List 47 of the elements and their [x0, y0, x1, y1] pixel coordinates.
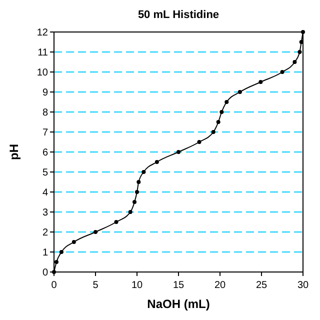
y-tick-label: 12	[36, 28, 48, 38]
point	[238, 90, 242, 94]
point	[301, 30, 305, 34]
point	[216, 120, 220, 124]
y-tick-label: 5	[42, 168, 48, 178]
point	[59, 250, 64, 254]
y-tick-label: 6	[42, 148, 48, 158]
point	[224, 100, 229, 104]
point	[211, 130, 216, 134]
y-tick-label: 4	[42, 188, 48, 198]
x-tick-label: 30	[297, 280, 309, 291]
x-tick-label: 10	[131, 280, 143, 291]
y-tick-label: 2	[42, 228, 48, 238]
point	[54, 260, 58, 264]
x-axis-title: NaOH (mL)	[147, 297, 210, 311]
point	[136, 180, 141, 184]
x-tick-label: 20	[214, 280, 226, 291]
point	[142, 170, 146, 174]
point	[114, 220, 118, 224]
point	[154, 160, 159, 164]
point	[128, 210, 132, 214]
point	[132, 200, 137, 204]
y-tick-label: 0	[42, 268, 48, 278]
point	[72, 240, 76, 244]
y-tick-label: 3	[42, 208, 48, 218]
point	[176, 150, 180, 154]
point	[220, 110, 224, 114]
point	[52, 270, 56, 274]
y-tick-label: 7	[42, 128, 48, 138]
y-tick-label: 11	[38, 48, 48, 58]
y-tick-label: 8	[42, 108, 48, 118]
point	[94, 230, 98, 234]
point	[280, 70, 284, 74]
y-tick-label: 10	[36, 68, 48, 78]
point	[292, 60, 297, 64]
y-axis-title: pH	[7, 144, 21, 160]
x-tick-label: 25	[256, 280, 268, 291]
y-tick-label: 1	[42, 248, 48, 258]
x-tick-label: 0	[51, 280, 58, 291]
point	[135, 190, 139, 194]
chart-title: 50 mL Histidine	[138, 9, 220, 21]
x-tick-label: 15	[172, 280, 184, 291]
point	[298, 50, 302, 54]
y-tick-label: 9	[42, 88, 48, 98]
point	[197, 140, 202, 144]
point	[258, 80, 263, 84]
x-tick-label: 5	[92, 280, 99, 291]
